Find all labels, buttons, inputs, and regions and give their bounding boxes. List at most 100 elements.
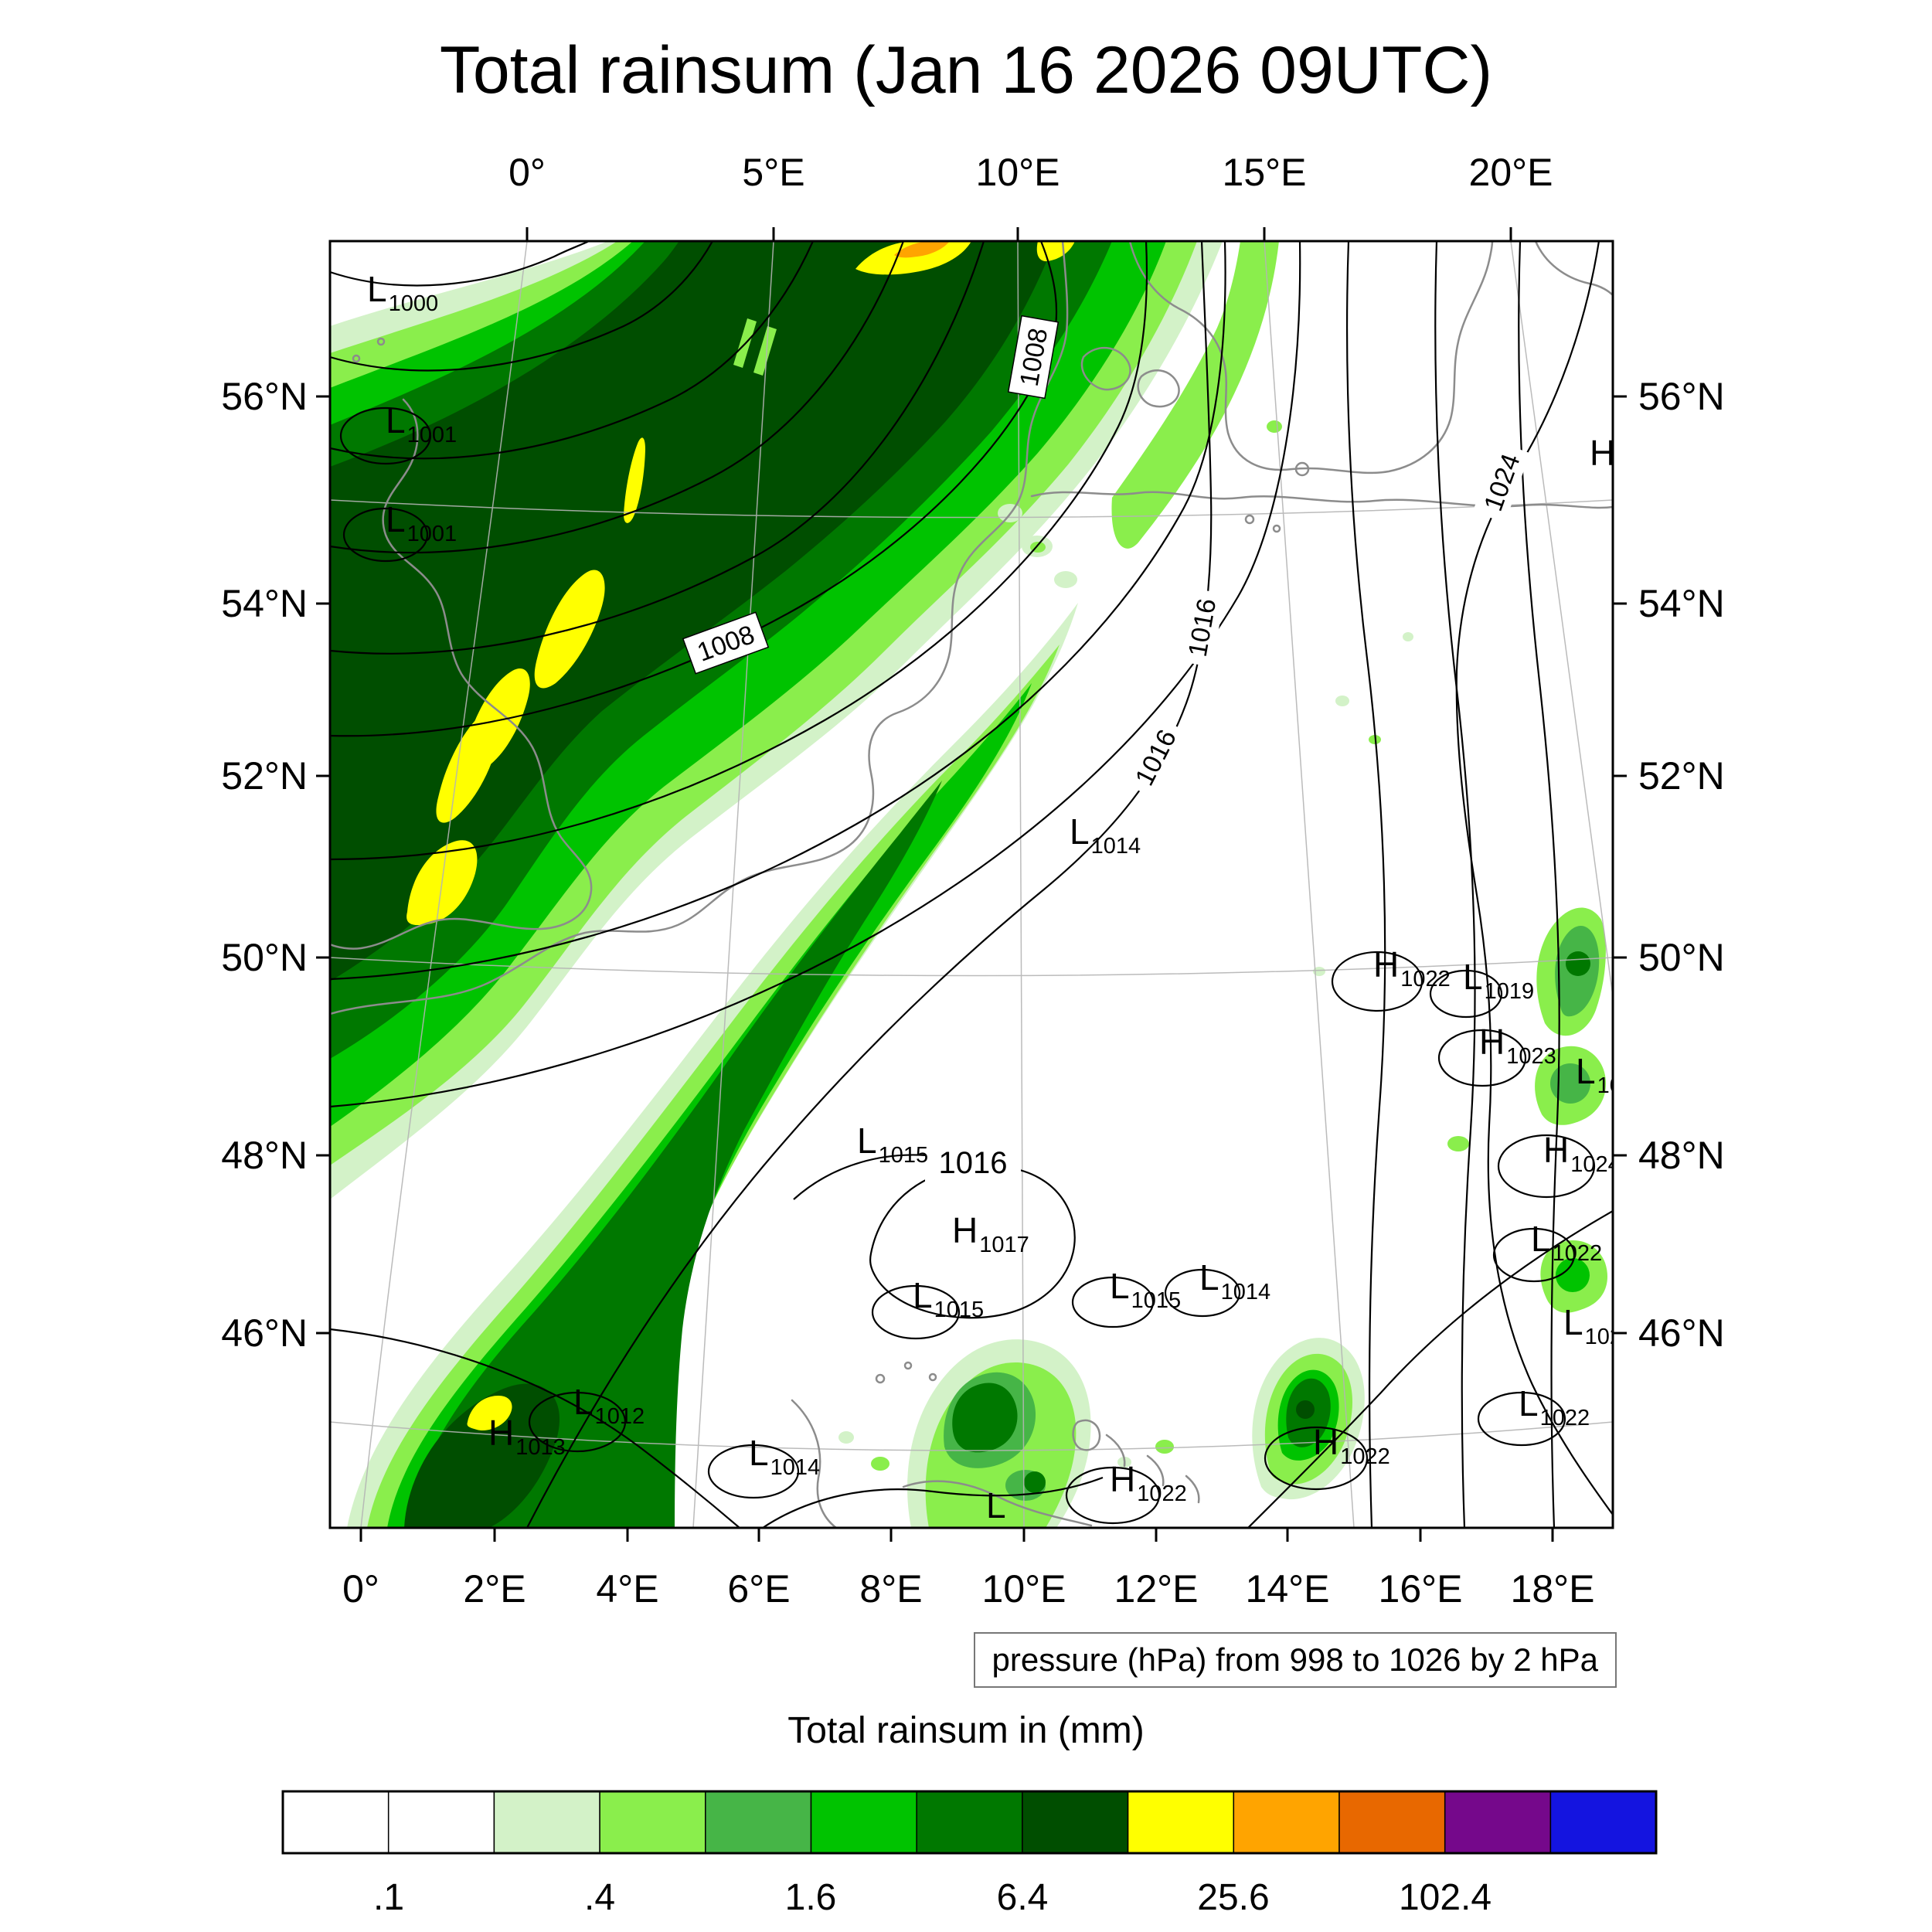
low-center-clipped: L10 [1576, 1051, 1622, 1098]
isobar-998 [330, 241, 590, 287]
low-center: L1000 [367, 269, 438, 316]
legend-title: Total rainsum in (mm) [787, 1710, 1145, 1751]
isobar-bottom-arc [762, 1476, 1104, 1528]
top-tick-2: 10°E [975, 151, 1060, 194]
bottom-tick-4: 8°E [859, 1567, 923, 1611]
bottom-tick-5: 10°E [981, 1567, 1066, 1611]
left-tick-2: 52°N [221, 754, 308, 798]
bottom-tick-3: 6°E [727, 1567, 791, 1611]
low-center: L1001 [386, 400, 457, 447]
bottom-tick-6: 12°E [1114, 1567, 1199, 1611]
left-tick-1: 54°N [221, 582, 308, 625]
rain-darkest-band-a [330, 241, 1055, 981]
low-center: L1014 [1199, 1257, 1270, 1304]
coast-channel-north-sea [330, 241, 1069, 1015]
isobar-arc-mid [793, 1154, 941, 1200]
pressure-note: pressure (hPa) from 998 to 1026 by 2 hPa [973, 1632, 1617, 1688]
low-center: L1022 [1531, 1219, 1602, 1266]
rain-yellow-4 [624, 437, 645, 523]
colorbar-tick-4: 25.6 [1197, 1877, 1270, 1918]
top-tick-4: 20°E [1468, 151, 1553, 194]
isobar-1014-sw [330, 1328, 740, 1528]
colorbar-tick-0: .1 [372, 1877, 405, 1918]
bottom-tick-9: 18°E [1510, 1567, 1595, 1611]
coast-adriatic [902, 1480, 1093, 1527]
closed-isobar-cells [339, 406, 1596, 1525]
left-tick-3: 50°N [221, 936, 308, 979]
rain-yellow-top-1 [855, 241, 971, 275]
low-center: L1014 [1070, 811, 1141, 859]
colorbar-border [281, 1790, 1658, 1855]
top-tick-1: 5°E [742, 151, 805, 194]
page-title: Total rainsum (Jan 16 2026 09UTC) [439, 33, 1493, 107]
low-center: L1022 [1519, 1383, 1590, 1430]
colorbar-tick-1: .4 [583, 1877, 616, 1918]
map-content: 1008 1008 1016 1016 1016 1024 [330, 241, 1622, 1528]
bottom-tick-0: 0° [342, 1567, 379, 1611]
map-canvas: 1008 1008 1016 1016 1016 1024 [316, 227, 1627, 1542]
isobar-1016 [526, 241, 1213, 1528]
pressure-centers: L1000 L1001 L1001 L1014 H1022 L1019 H102… [367, 269, 1622, 1526]
bottom-tick-7: 14°E [1245, 1567, 1330, 1611]
low-center: L1015 [857, 1121, 928, 1168]
high-center: H1013 [488, 1413, 566, 1460]
high-center: H1022 [1313, 1422, 1390, 1469]
rain-shading [330, 241, 1607, 1528]
isobar-label-1016-c: 1016 [925, 1142, 1021, 1182]
high-center: H1022 [1110, 1459, 1187, 1506]
left-tick-4: 48°N [221, 1134, 308, 1177]
bottom-tick-2: 4°E [596, 1567, 659, 1611]
isobar-label-1016-b: 1016 [1123, 716, 1188, 798]
coast-britain [330, 398, 593, 950]
isobar-1004 [330, 241, 905, 554]
rain-cluster-east-3 [1540, 1240, 1607, 1313]
bottom-tick-1: 2°E [463, 1567, 526, 1611]
coast-norway [1534, 241, 1613, 297]
colorbar-cells [282, 1791, 1657, 1854]
low-center: L1015 [913, 1275, 984, 1322]
map-frame [316, 227, 1627, 1542]
rain-orange-top [894, 241, 950, 258]
isobar-1002 [330, 241, 815, 460]
high-center-clipped: H [1590, 433, 1615, 473]
low-center: L1014 [749, 1433, 820, 1480]
coast-istria [1072, 1419, 1101, 1451]
axis-ticks [316, 227, 1627, 1542]
left-tick-5: 46°N [221, 1311, 308, 1355]
low-center-clipped: L [986, 1485, 1006, 1526]
low-center: L1012 [573, 1382, 645, 1429]
low-center: L1015 [1110, 1266, 1181, 1313]
isobar-1006 [330, 241, 985, 655]
colorbar [281, 1790, 1658, 1855]
isobar-label-1024: 1024 [1472, 441, 1531, 523]
right-tick-4: 48°N [1638, 1134, 1725, 1177]
isobar-1012 [330, 241, 1226, 981]
rain-yellow-sw [467, 1396, 512, 1431]
high-center: H1017 [952, 1210, 1029, 1257]
right-tick-1: 54°N [1638, 582, 1725, 625]
left-tick-0: 56°N [221, 375, 308, 418]
colorbar-tick-2: 1.6 [784, 1877, 837, 1918]
rain-light-streak-ne [1111, 241, 1279, 549]
high-center: H1022 [1373, 944, 1451, 992]
right-tick-3: 50°N [1638, 936, 1725, 979]
top-tick-3: 15°E [1222, 151, 1307, 194]
rain-cluster-east-1 [1536, 907, 1606, 1036]
coast-danish-isles [1080, 346, 1131, 391]
top-tick-0: 0° [509, 151, 546, 194]
svg-text:1016: 1016 [939, 1146, 1008, 1180]
colorbar-tick-3: 6.4 [996, 1877, 1049, 1918]
isobar-1022-se [1247, 1210, 1613, 1528]
isobar-label-1016-a: 1016 [1178, 587, 1226, 668]
rain-light-slash-2 [753, 326, 777, 376]
coast-italy-west [791, 1399, 838, 1528]
isobar-labels: 1008 1008 1016 1016 1016 1024 [682, 315, 1531, 1182]
rain-dark-band-b [406, 781, 942, 1528]
isobar-1018 [1345, 241, 1386, 1528]
isobar-1020 [1434, 241, 1476, 1528]
isobar-1010 [330, 241, 1148, 861]
low-center: L1019 [1463, 957, 1534, 1004]
isobar-1022 [1518, 241, 1560, 1528]
rain-yellow-2b [466, 668, 530, 770]
rain-cluster-southeast [1252, 1338, 1365, 1500]
